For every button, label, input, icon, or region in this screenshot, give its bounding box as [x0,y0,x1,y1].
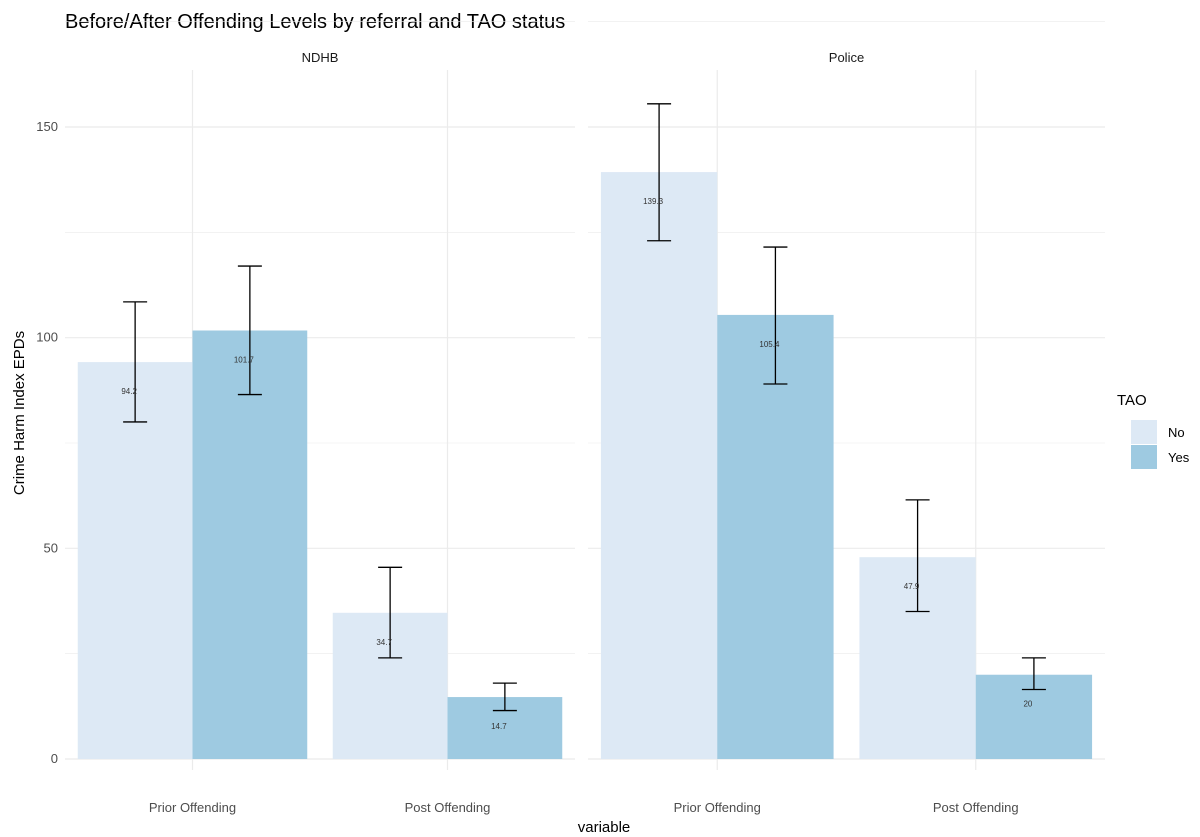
errorbar [378,566,403,659]
legend-label-no: No [1168,425,1185,440]
x-tick-label: Post Offending [405,800,491,815]
x-tick-label: Prior Offending [674,800,761,815]
x-tick-label: Post Offending [933,800,1019,815]
legend-key-yes [1131,445,1157,469]
errorbar [123,301,148,423]
panel-police: Police 139.3 105.4 47.9 20 Prior Offending Pos… [588,21,1105,815]
bar-yes [192,330,308,759]
errorbar [647,103,672,242]
data-label: 47.9 [904,582,920,591]
x-axis-label: variable [578,819,631,836]
errorbar [237,265,262,396]
y-axis-label: Crime Harm Index EPDs [11,331,28,495]
errorbar [905,499,930,613]
legend-title: TAO [1117,392,1147,409]
x-tick-label: Prior Offending [149,800,236,815]
y-tick-label: 150 [36,119,58,134]
data-label: 20 [1023,700,1032,709]
errorbar [763,246,788,385]
errorbar [492,682,517,712]
legend-key-no [1131,420,1157,444]
y-tick-label: 50 [44,540,58,555]
bar-no [600,172,718,760]
legend-label-yes: Yes [1168,450,1190,465]
chart-title: Before/After Offending Levels by referra… [65,11,565,33]
data-label: 34.7 [376,638,392,647]
y-tick-label: 100 [36,330,58,345]
facet-label-ndhb: NDHB [302,50,339,65]
y-tick-label: 0 [51,751,58,766]
data-label: 101.7 [234,356,255,365]
data-label: 94.2 [121,387,137,396]
data-label: 14.7 [491,722,507,731]
panel-ndhb: NDHB 94.2 101.7 34.7 14.7 Prior Offending Post… [65,21,575,815]
y-axis-ticks: 0 50 100 150 [36,119,58,766]
bar-yes [717,314,834,759]
bar-no [77,362,193,759]
chart-panels: NDHB 94.2 101.7 34.7 14.7 Prior Offending Post… [36,21,1105,815]
errorbar [1021,657,1046,691]
facet-label-police: Police [829,50,864,65]
data-label: 105.4 [759,340,780,349]
data-label: 139.3 [643,197,664,206]
legend: TAO No Yes [1117,392,1190,469]
